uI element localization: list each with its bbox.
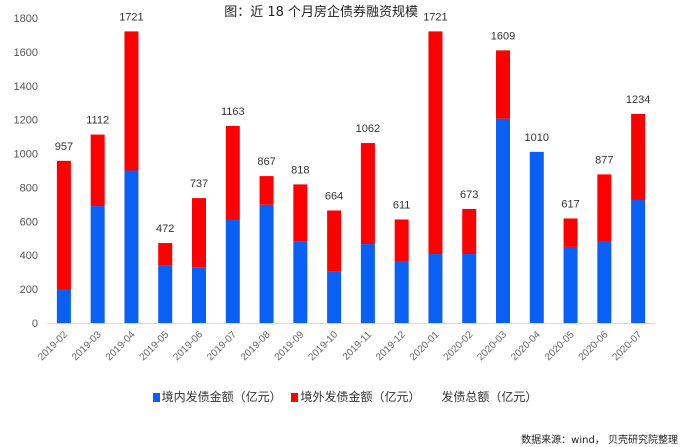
x-tick-label: 2020-03 — [475, 329, 509, 363]
total-data-label: 1609 — [491, 30, 515, 42]
y-tick-label: 600 — [20, 216, 38, 228]
bar-overseas — [631, 113, 646, 200]
total-data-label: 673 — [460, 189, 478, 201]
y-tick-label: 1800 — [14, 13, 38, 25]
legend-item-total: 发债总额（亿元） — [441, 388, 537, 405]
x-tick-label: 2020-04 — [509, 329, 543, 363]
total-data-label: 867 — [257, 156, 275, 168]
bar-domestic — [563, 246, 578, 323]
bar-domestic — [394, 260, 409, 323]
x-tick-label: 2019-02 — [36, 329, 70, 363]
bar-overseas — [563, 218, 578, 247]
x-tick-label: 2020-07 — [611, 329, 645, 363]
bar-domestic — [496, 118, 510, 324]
total-data-label: 611 — [393, 199, 411, 211]
x-tick-label: 2020-01 — [408, 329, 442, 363]
bar-domestic — [597, 240, 612, 323]
bar-overseas — [259, 176, 274, 205]
bar-domestic — [225, 219, 240, 323]
x-tick-label: 2020-02 — [442, 329, 476, 363]
y-tick-label: 200 — [20, 284, 38, 296]
x-tick-label: 2019-04 — [104, 329, 138, 363]
legend: 境内发债金额（亿元） 境外发债金额（亿元） 发债总额（亿元） — [0, 388, 690, 405]
x-tick-label: 2019-03 — [70, 329, 104, 363]
bar-domestic — [529, 151, 544, 323]
bar-overseas — [327, 210, 342, 272]
total-data-label: 1721 — [119, 11, 143, 23]
x-tick-label: 2020-06 — [577, 329, 611, 363]
bar-overseas — [496, 50, 510, 119]
total-data-label: 1010 — [525, 132, 549, 144]
y-tick-label: 800 — [20, 182, 38, 194]
legend-label-total: 发债总额（亿元） — [441, 390, 538, 404]
x-tick-label: 2019-05 — [138, 329, 172, 363]
chart-title: 图：近 18 个月房企债券融资规模 — [224, 5, 418, 20]
total-data-label: 1234 — [626, 94, 650, 106]
bar-overseas — [360, 143, 375, 245]
source-note: 数据来源：wind， 贝壳研究院整理 — [521, 435, 678, 446]
x-tick-label: 2019-12 — [374, 329, 408, 363]
bar-overseas — [90, 134, 105, 207]
bar-domestic — [631, 199, 646, 323]
x-tick-label: 2019-08 — [239, 329, 273, 363]
bar-domestic — [124, 170, 139, 323]
legend-item-domestic: 境内发债金额（亿元） — [152, 388, 282, 405]
legend-swatch-overseas — [291, 393, 299, 402]
total-data-label: 1163 — [221, 106, 245, 118]
x-tick-label: 2020-05 — [543, 329, 577, 363]
x-tick-label: 2019-11 — [341, 329, 375, 363]
bar-domestic — [462, 254, 477, 323]
legend-swatch-domestic — [152, 393, 160, 402]
total-data-label: 1062 — [356, 123, 380, 135]
x-tick-label: 2019-07 — [205, 329, 239, 363]
y-tick-label: 1600 — [14, 47, 38, 59]
total-data-label: 472 — [156, 223, 174, 235]
bar-overseas — [56, 160, 71, 290]
bar-domestic — [428, 254, 443, 323]
bar-domestic — [293, 241, 308, 323]
x-tick-label: 2019-09 — [273, 329, 307, 363]
legend-label-domestic: 境内发债金额（亿元） — [161, 390, 282, 404]
bar-overseas — [158, 243, 173, 266]
total-data-label: 664 — [325, 190, 343, 202]
total-data-label: 1112 — [86, 115, 109, 127]
legend-label-overseas: 境外发债金额（亿元） — [300, 390, 421, 404]
bar-overseas — [192, 198, 206, 268]
bar-domestic — [158, 265, 173, 323]
bar-domestic — [192, 267, 206, 323]
bar-overseas — [597, 174, 612, 241]
bar-overseas — [293, 184, 308, 242]
bar-overseas — [394, 219, 409, 261]
bar-domestic — [327, 271, 342, 323]
total-data-label: 957 — [55, 141, 73, 153]
bar-domestic — [90, 206, 105, 323]
y-tick-label: 1000 — [14, 149, 38, 161]
total-data-label: 877 — [595, 154, 613, 166]
y-tick-label: 400 — [20, 250, 38, 262]
bar-overseas — [124, 31, 139, 171]
bar-overseas — [428, 31, 443, 255]
bar-domestic — [56, 289, 71, 323]
bar-overseas — [462, 208, 477, 255]
x-tick-label: 2019-10 — [307, 329, 341, 363]
total-data-label: 617 — [561, 198, 579, 210]
y-tick-label: 0 — [32, 318, 38, 330]
y-tick-label: 1200 — [14, 115, 38, 127]
legend-item-overseas: 境外发债金额（亿元） — [291, 388, 421, 405]
bar-domestic — [259, 204, 274, 323]
x-tick-label: 2019-06 — [171, 329, 205, 363]
total-data-label: 1721 — [423, 11, 447, 23]
total-data-label: 737 — [190, 178, 208, 190]
y-tick-label: 1400 — [14, 81, 38, 93]
bar-domestic — [360, 244, 375, 323]
bar-overseas — [225, 125, 240, 220]
total-data-label: 818 — [291, 164, 309, 176]
